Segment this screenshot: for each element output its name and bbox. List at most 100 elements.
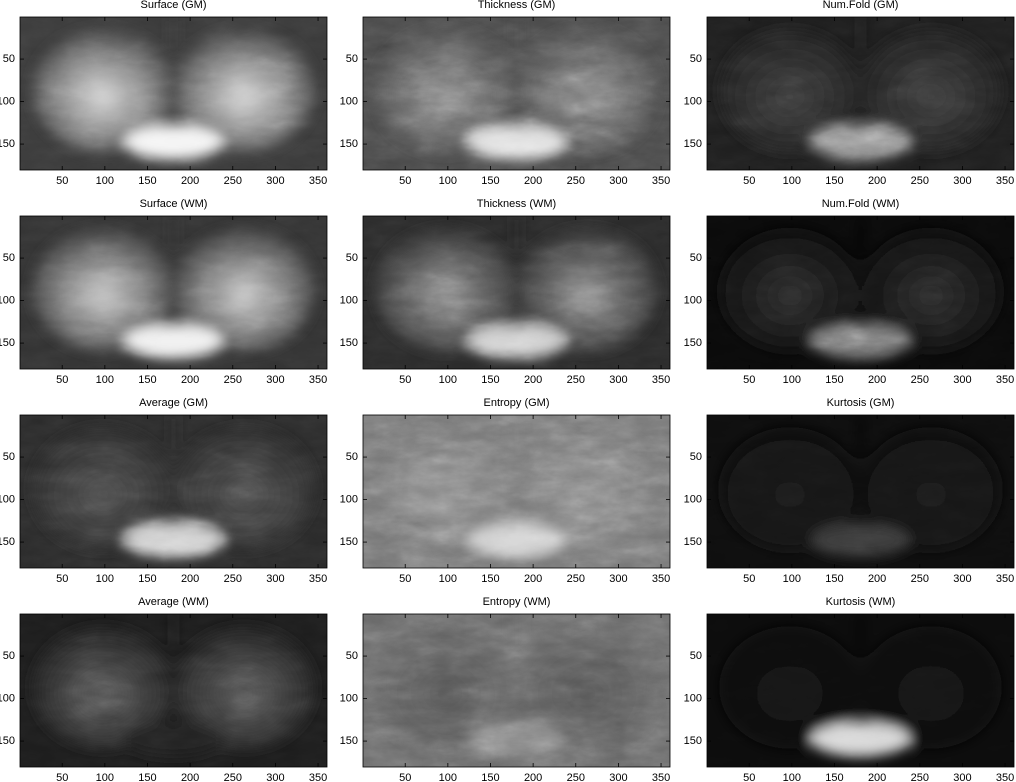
x-tick-label: 100	[783, 175, 801, 187]
panel: Thickness (GM) 50 100 150 200 250 300 350 50 100 1…	[340, 0, 671, 187]
x-tick-label: 300	[609, 772, 627, 782]
y-tick-label: 50	[346, 451, 358, 463]
image	[363, 216, 670, 369]
axes-frame	[19, 215, 328, 370]
x-tick-label: 150	[825, 573, 843, 585]
x-tick-label: 100	[96, 573, 114, 585]
axes-frame	[706, 215, 1015, 370]
x-tick-label: 100	[96, 772, 114, 782]
x-tick-label: 350	[996, 374, 1014, 386]
x-tick-label: 200	[868, 573, 886, 585]
axes-frame	[19, 414, 328, 569]
x-tick-label: 100	[96, 374, 114, 386]
x-tick-label: 200	[524, 374, 542, 386]
x-tick-label: 200	[181, 573, 199, 585]
x-tick-label: 100	[439, 374, 457, 386]
texture	[707, 614, 1014, 767]
panel: Entropy (WM) 50 100 150 200 250 300 350 50 100 150	[340, 596, 671, 782]
x-tick-label: 300	[266, 175, 284, 187]
x-tick-label: 50	[399, 175, 411, 187]
texture	[363, 614, 670, 767]
x-tick-label: 250	[224, 772, 242, 782]
axes-frame	[362, 414, 671, 569]
x-tick-label: 250	[911, 374, 929, 386]
texture	[363, 17, 670, 170]
x-tick-label: 250	[224, 374, 242, 386]
panel: Surface (WM) 50 100 150 200 250 300 350 50 100 150	[0, 198, 328, 386]
x-tick-label: 300	[953, 573, 971, 585]
x-tick-label: 300	[953, 374, 971, 386]
x-tick-label: 100	[783, 374, 801, 386]
image	[20, 216, 327, 369]
x-tick-label: 200	[868, 772, 886, 782]
x-tick-label: 250	[567, 772, 585, 782]
y-tick-label: 100	[340, 493, 358, 505]
texture	[20, 17, 327, 170]
y-tick-label: 150	[340, 337, 358, 349]
panel-title: Surface (WM)	[140, 198, 208, 210]
x-tick-label: 350	[996, 573, 1014, 585]
texture	[363, 415, 670, 568]
x-tick-label: 350	[309, 772, 327, 782]
x-tick-label: 150	[138, 772, 156, 782]
image	[707, 614, 1014, 767]
panel-title: Kurtosis (WM)	[826, 596, 896, 608]
y-tick-label: 100	[340, 294, 358, 306]
x-tick-label: 300	[953, 175, 971, 187]
y-tick-label: 100	[684, 95, 702, 107]
y-tick-label: 100	[684, 294, 702, 306]
x-tick-label: 50	[56, 175, 68, 187]
y-tick-label: 150	[340, 138, 358, 150]
texture	[20, 415, 327, 568]
x-tick-label: 150	[825, 175, 843, 187]
x-tick-label: 50	[743, 374, 755, 386]
texture	[707, 17, 1014, 170]
x-tick-label: 50	[56, 374, 68, 386]
y-tick-label: 150	[340, 735, 358, 747]
panel: Num.Fold (GM) 50 100 150 200 250 300 350 50 100 15…	[684, 0, 1015, 187]
x-tick-label: 350	[996, 772, 1014, 782]
x-tick-label: 200	[181, 772, 199, 782]
x-tick-label: 50	[743, 772, 755, 782]
x-tick-label: 200	[868, 175, 886, 187]
x-tick-label: 250	[224, 175, 242, 187]
panel-title: Entropy (WM)	[483, 596, 551, 608]
x-tick-label: 150	[481, 573, 499, 585]
axes-frame	[706, 414, 1015, 569]
y-tick-label: 50	[690, 53, 702, 65]
x-tick-label: 250	[911, 772, 929, 782]
x-tick-label: 100	[439, 573, 457, 585]
x-tick-label: 50	[399, 573, 411, 585]
y-tick-label: 50	[346, 53, 358, 65]
panel-title: Num.Fold (GM)	[823, 0, 899, 11]
texture	[363, 216, 670, 369]
x-tick-label: 100	[96, 175, 114, 187]
image	[707, 216, 1014, 369]
x-tick-label: 250	[911, 573, 929, 585]
axes-frame	[362, 215, 671, 370]
panel-title: Num.Fold (WM)	[822, 198, 900, 210]
x-tick-label: 350	[996, 175, 1014, 187]
y-tick-label: 150	[684, 337, 702, 349]
x-tick-label: 200	[181, 374, 199, 386]
texture	[20, 216, 327, 369]
y-tick-label: 100	[684, 692, 702, 704]
panel: Entropy (GM) 50 100 150 200 250 300 350 50 100 150	[340, 397, 671, 585]
x-tick-label: 100	[439, 772, 457, 782]
panel: Kurtosis (WM) 50 100 150 200 250 300 350 50 100 15…	[684, 596, 1015, 782]
x-tick-label: 250	[567, 175, 585, 187]
x-tick-label: 300	[609, 374, 627, 386]
y-tick-label: 100	[340, 95, 358, 107]
y-tick-label: 100	[684, 493, 702, 505]
y-tick-label: 50	[3, 650, 15, 662]
image	[707, 17, 1014, 170]
y-tick-label: 50	[3, 252, 15, 264]
x-tick-label: 300	[609, 175, 627, 187]
x-tick-label: 200	[524, 175, 542, 187]
y-tick-label: 50	[346, 650, 358, 662]
x-tick-label: 300	[609, 573, 627, 585]
y-tick-label: 50	[690, 451, 702, 463]
x-tick-label: 300	[266, 772, 284, 782]
y-tick-label: 150	[684, 536, 702, 548]
